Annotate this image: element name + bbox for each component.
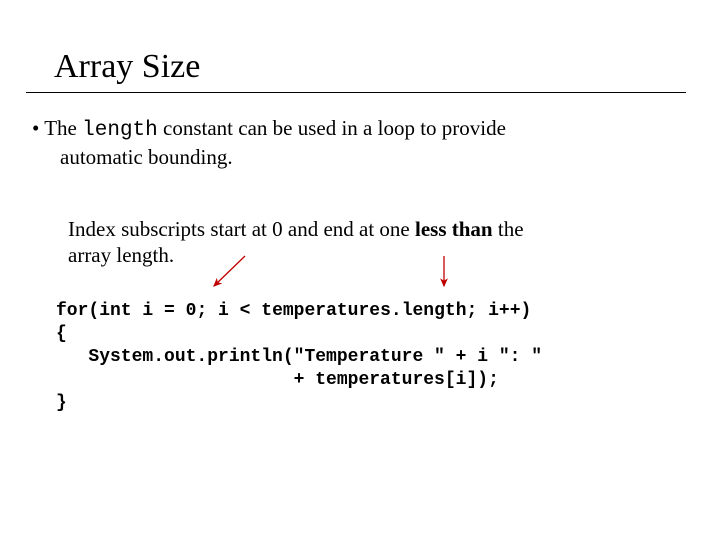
- code-l4: + temperatures[i]);: [56, 370, 499, 390]
- code-l5: }: [56, 393, 67, 413]
- code-l1b: ; i: [196, 301, 239, 321]
- bullet-1: • The length constant can be used in a l…: [46, 115, 688, 172]
- slide-title: Array Size: [54, 48, 688, 86]
- annotation-text: Index subscripts start at 0 and end at o…: [68, 216, 688, 269]
- slide: Array Size • The length constant can be …: [0, 0, 720, 540]
- annotation-part1: Index subscripts start at 0 and end at o…: [68, 217, 415, 241]
- annotation-emph: less than: [415, 217, 493, 241]
- title-rule: [26, 92, 686, 93]
- code-l1d: ; i++): [467, 301, 532, 321]
- annotation-line2: array length.: [68, 243, 174, 267]
- code-l1a: for(int i =: [56, 301, 186, 321]
- inline-code-length: length: [82, 119, 158, 142]
- bullet-text-1b: constant can be used in a loop to provid…: [158, 116, 506, 140]
- bullet-text-1a: The: [44, 116, 82, 140]
- code-l3: System.out.println("Temperature " + i ":…: [56, 347, 542, 367]
- code-l1c: temperatures.: [250, 301, 401, 321]
- code-length: length: [402, 301, 467, 321]
- bullet-text-1c: automatic bounding.: [60, 144, 688, 171]
- bullet-dot: •: [32, 116, 39, 140]
- annotation-part2: the: [493, 217, 524, 241]
- code-l2: {: [56, 324, 67, 344]
- code-zero: 0: [186, 301, 197, 321]
- code-block: for(int i = 0; i < temperatures.length; …: [56, 300, 688, 415]
- code-lt: <: [240, 301, 251, 321]
